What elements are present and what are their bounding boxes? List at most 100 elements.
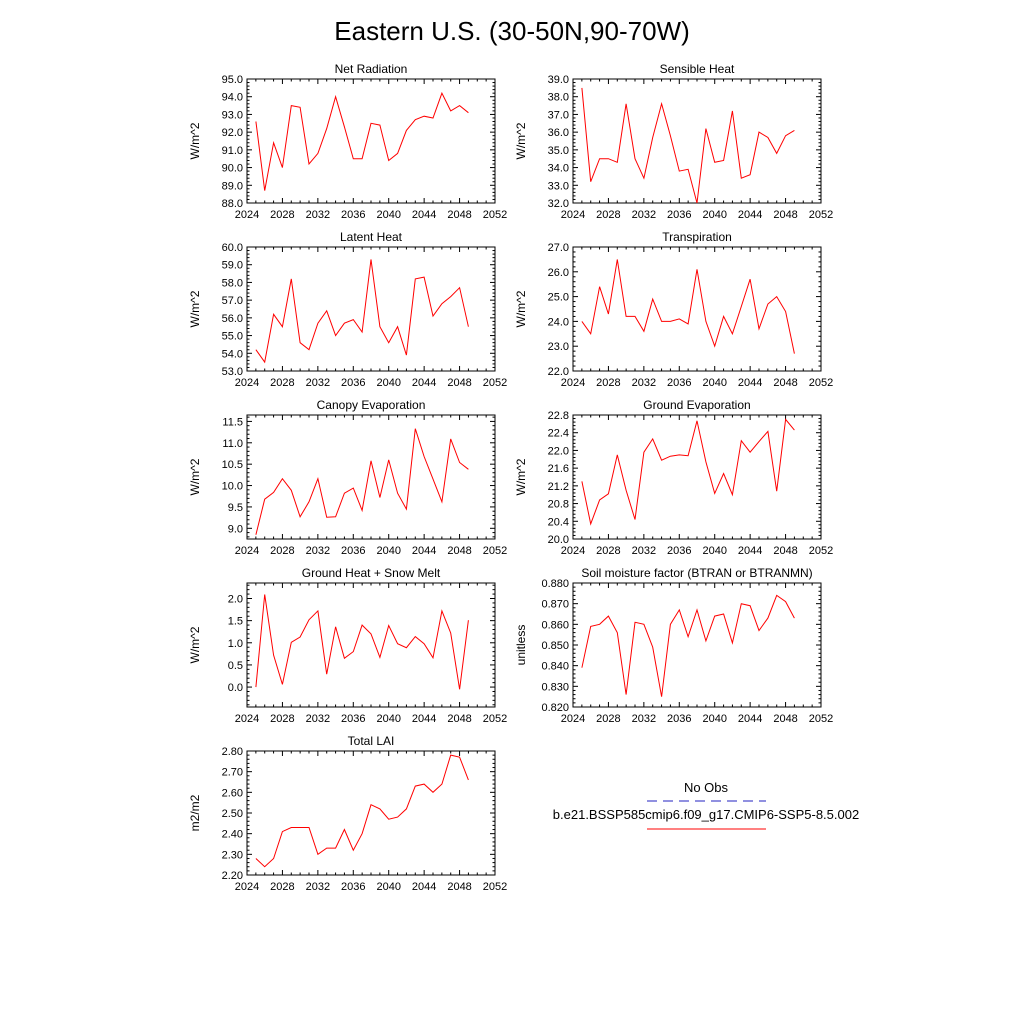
y-tick-label: 20.0: [548, 534, 569, 546]
y-tick-label: 20.4: [548, 516, 569, 528]
x-tick-label: 2044: [738, 545, 762, 557]
y-axis-label: W/m^2: [188, 290, 202, 327]
y-tick-label: 2.70: [222, 767, 243, 779]
x-tick-label: 2052: [809, 377, 833, 389]
y-tick-label: 94.0: [222, 92, 243, 104]
x-tick-label: 2028: [270, 209, 294, 221]
y-tick-label: 59.0: [222, 260, 243, 272]
x-tick-label: 2040: [702, 209, 726, 221]
y-tick-label: 0.5: [228, 660, 243, 672]
x-tick-label: 2040: [376, 209, 400, 221]
x-tick-label: 2036: [667, 713, 691, 725]
legend: No Obs b.e21.BSSP585cmip6.f09_g17.CMIP6-…: [553, 780, 859, 830]
x-tick-label: 2048: [447, 209, 471, 221]
x-tick-label: 2040: [376, 545, 400, 557]
x-tick-label: 2052: [809, 713, 833, 725]
y-tick-label: 21.2: [548, 481, 569, 493]
x-tick-label: 2024: [561, 377, 585, 389]
x-tick-label: 2028: [596, 209, 620, 221]
x-tick-label: 2036: [341, 377, 365, 389]
y-tick-label: 32.0: [548, 198, 569, 210]
y-tick-label: 2.60: [222, 787, 243, 799]
y-tick-label: 0.0: [228, 682, 243, 694]
x-tick-label: 2028: [270, 881, 294, 893]
y-tick-label: 1.0: [228, 638, 243, 650]
y-axis-label: W/m^2: [514, 290, 528, 327]
y-tick-label: 54.0: [222, 348, 243, 360]
x-tick-label: 2048: [447, 545, 471, 557]
y-tick-label: 60.0: [222, 242, 243, 254]
y-tick-label: 35.0: [548, 145, 569, 157]
y-tick-label: 0.850: [541, 640, 569, 652]
x-tick-label: 2032: [632, 377, 656, 389]
x-tick-label: 2044: [738, 377, 762, 389]
panel-title: Net Radiation: [335, 62, 408, 76]
y-tick-label: 37.0: [548, 109, 569, 121]
y-tick-label: 11.0: [222, 438, 243, 450]
y-tick-label: 92.0: [222, 127, 243, 139]
y-tick-label: 0.830: [541, 681, 569, 693]
y-axis-label: unitless: [514, 625, 528, 666]
x-tick-label: 2036: [341, 545, 365, 557]
y-axis-label: W/m^2: [188, 626, 202, 663]
y-axis-label: W/m^2: [514, 458, 528, 495]
x-tick-label: 2028: [596, 545, 620, 557]
x-tick-label: 2036: [667, 377, 691, 389]
y-tick-label: 23.0: [548, 341, 569, 353]
x-tick-label: 2040: [376, 881, 400, 893]
panel-title: Sensible Heat: [660, 62, 735, 76]
y-tick-label: 10.5: [222, 459, 243, 471]
series-line: [581, 418, 795, 526]
x-tick-label: 2052: [483, 713, 507, 725]
x-tick-label: 2048: [447, 881, 471, 893]
x-tick-label: 2028: [596, 713, 620, 725]
x-tick-label: 2048: [773, 545, 797, 557]
x-tick-label: 2028: [270, 545, 294, 557]
x-tick-label: 2024: [561, 713, 585, 725]
series-line: [581, 594, 795, 697]
y-tick-label: 56.0: [222, 313, 243, 325]
x-tick-label: 2052: [809, 545, 833, 557]
y-tick-label: 1.5: [228, 616, 243, 628]
y-tick-label: 55.0: [222, 331, 243, 343]
x-tick-label: 2044: [738, 209, 762, 221]
x-tick-label: 2028: [270, 377, 294, 389]
y-tick-label: 22.0: [548, 366, 569, 378]
x-tick-label: 2048: [773, 209, 797, 221]
legend-label-model: b.e21.BSSP585cmip6.f09_g17.CMIP6-SSP5-8.…: [553, 807, 859, 822]
x-tick-label: 2048: [773, 713, 797, 725]
y-tick-label: 27.0: [548, 242, 569, 254]
y-tick-label: 58.0: [222, 277, 243, 289]
y-tick-label: 95.0: [222, 74, 243, 86]
y-tick-label: 0.840: [541, 661, 569, 673]
y-tick-label: 0.870: [541, 599, 569, 611]
x-tick-label: 2036: [341, 713, 365, 725]
x-tick-label: 2044: [412, 209, 436, 221]
panel-soil-moisture-factor-btran-or-btranmn: Soil moisture factor (BTRAN or BTRANMN) u…: [514, 566, 833, 725]
panel-latent-heat: Latent Heat W/m^2 2024 2028 2032 2036 2040 2044…: [188, 230, 507, 389]
panel-sensible-heat: Sensible Heat W/m^2 2024 2028 2032 2036 2040 20…: [514, 62, 833, 221]
series-line: [581, 87, 795, 204]
y-tick-label: 2.0: [228, 594, 243, 606]
y-tick-label: 11.5: [222, 416, 243, 428]
x-tick-label: 2032: [306, 545, 330, 557]
panel-title: Soil moisture factor (BTRAN or BTRANMN): [581, 566, 812, 580]
panel-total-lai: Total LAI m2/m2 2024 2028 2032 2036 2040 2044 20…: [188, 734, 507, 893]
x-tick-label: 2028: [270, 713, 294, 725]
x-tick-label: 2036: [667, 209, 691, 221]
y-tick-label: 21.6: [548, 463, 569, 475]
x-tick-label: 2040: [376, 713, 400, 725]
x-tick-label: 2052: [483, 209, 507, 221]
x-tick-label: 2044: [412, 545, 436, 557]
x-tick-label: 2048: [447, 377, 471, 389]
x-tick-label: 2024: [561, 209, 585, 221]
y-tick-label: 9.0: [228, 523, 243, 535]
y-tick-label: 36.0: [548, 127, 569, 139]
y-axis-label: W/m^2: [188, 458, 202, 495]
x-tick-label: 2032: [632, 713, 656, 725]
y-tick-label: 25.0: [548, 292, 569, 304]
x-tick-label: 2052: [809, 209, 833, 221]
y-tick-label: 38.0: [548, 92, 569, 104]
series-line: [255, 91, 469, 191]
y-tick-label: 88.0: [222, 198, 243, 210]
